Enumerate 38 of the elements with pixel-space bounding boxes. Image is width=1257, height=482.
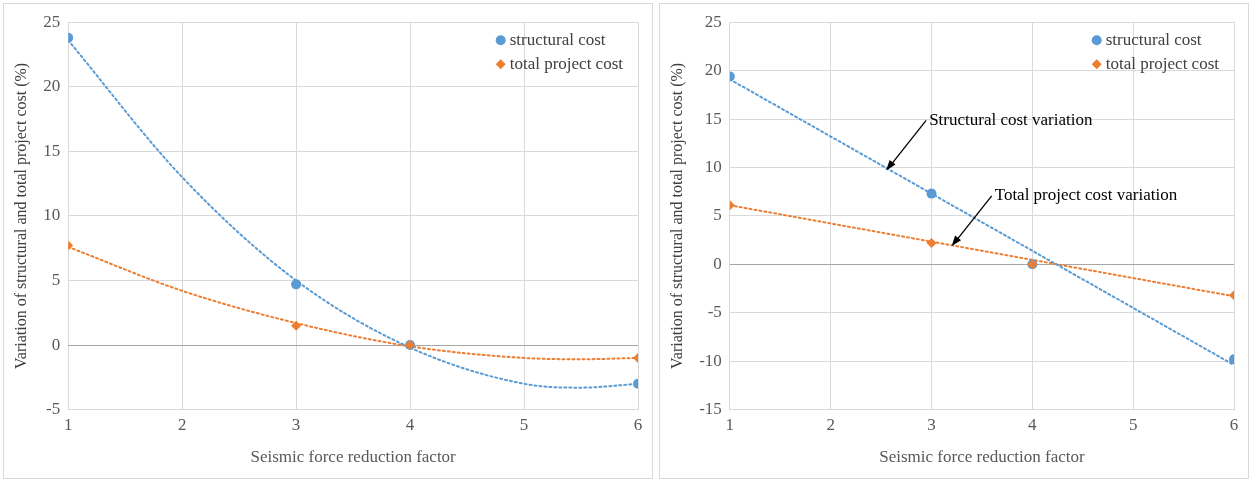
y-tick-label: 20 [43, 76, 61, 96]
x-tick-label: 3 [927, 415, 936, 435]
y-tick-label: -5 [46, 399, 61, 419]
x-tick-label: 2 [177, 415, 187, 435]
x-tick-label: 5 [519, 415, 529, 435]
x-tick-label: 1 [63, 415, 73, 435]
x-axis-title: Seismic force reduction factor [879, 447, 1085, 467]
y-axis-title: Variation of structural and total project cost (%) [667, 62, 686, 369]
y-tick-label: 25 [704, 11, 722, 31]
legend-label: structural cost [1105, 29, 1202, 49]
x-tick-label: 3 [291, 415, 301, 435]
x-tick-label: 1 [725, 415, 735, 435]
x-tick-label: 6 [1229, 415, 1239, 435]
y-tick-label: -15 [699, 399, 722, 419]
y-tick-label: 15 [43, 140, 61, 160]
x-tick-label: 5 [1128, 415, 1138, 435]
y-tick-label: 5 [51, 269, 61, 289]
x-axis-title: Seismic force reduction factor [250, 447, 457, 467]
x-tick-label: 4 [405, 415, 415, 435]
annotation: Total project cost variation [994, 185, 1178, 205]
y-tick-label: -5 [707, 302, 722, 322]
y-tick-label: 20 [704, 60, 722, 80]
legend-label: structural cost [509, 29, 606, 49]
y-tick-label: 25 [43, 11, 61, 31]
y-tick-label: -10 [699, 350, 722, 370]
y-tick-label: 10 [704, 156, 722, 176]
y-axis-title: Variation of structural and total project cost (%) [11, 62, 30, 369]
y-tick-label: 0 [713, 253, 722, 273]
y-tick-label: 10 [43, 205, 61, 225]
x-tick-label: 4 [1028, 415, 1038, 435]
x-tick-label: 6 [633, 415, 643, 435]
x-tick-label: 2 [826, 415, 835, 435]
annotation: Structural cost variation [929, 109, 1093, 129]
legend-label: total project cost [509, 53, 624, 73]
legend-label: total project cost [1105, 53, 1220, 73]
y-tick-label: 5 [713, 205, 722, 225]
y-tick-label: 0 [51, 334, 61, 354]
y-tick-label: 15 [704, 108, 722, 128]
